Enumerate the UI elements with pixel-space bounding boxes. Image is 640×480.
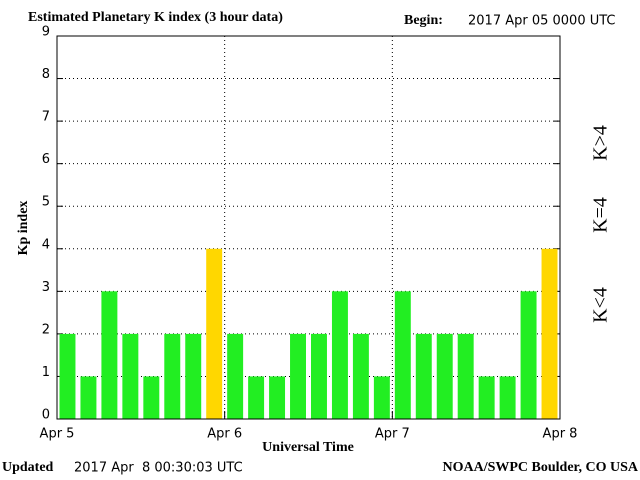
y-tick-label: 6 <box>42 152 50 167</box>
updated-label: Updated <box>2 460 54 475</box>
x-tick-label: Apr 7 <box>375 427 410 442</box>
y-tick-label: 0 <box>42 408 50 423</box>
updated-date: 2017 Apr 8 00:30:03 UTC <box>74 461 243 476</box>
bar <box>457 333 474 419</box>
x-tick-label: Apr 8 <box>543 427 578 442</box>
legend-entry: K>4 <box>590 125 612 161</box>
bar <box>143 376 160 419</box>
bar <box>394 291 411 419</box>
y-tick-label: 4 <box>42 237 50 252</box>
y-axis-label: Kp index <box>16 201 31 256</box>
y-tick-label: 3 <box>42 280 50 295</box>
bar <box>185 333 202 419</box>
bar <box>311 333 327 419</box>
bar <box>290 333 306 419</box>
x-tick-label: Apr 5 <box>40 427 75 442</box>
x-axis-label: Universal Time <box>262 440 354 455</box>
legend-entry: K=4 <box>590 197 612 233</box>
begin-date: 2017 Apr 05 0000 UTC <box>468 14 616 29</box>
bar <box>520 291 537 419</box>
bar <box>352 333 369 419</box>
bar <box>206 248 223 419</box>
chart-title: Estimated Planetary K index (3 hour data… <box>28 10 283 25</box>
bar <box>80 376 97 419</box>
bar <box>541 248 558 419</box>
bar <box>499 376 516 419</box>
y-tick-label: 7 <box>42 110 50 125</box>
y-tick-label: 2 <box>42 322 50 337</box>
x-tick-label: Apr 6 <box>207 427 242 442</box>
credit: NOAA/SWPC Boulder, CO USA <box>442 460 638 475</box>
bar <box>101 291 118 419</box>
y-tick-label: 5 <box>42 195 50 210</box>
bar <box>373 376 390 419</box>
bar <box>248 376 265 419</box>
bar <box>436 333 453 419</box>
bar <box>331 291 348 419</box>
bar <box>415 333 432 419</box>
bar <box>478 376 495 419</box>
bar <box>122 333 139 419</box>
bar <box>59 333 76 419</box>
plot-frame <box>56 35 561 420</box>
legend-entry: K<4 <box>590 287 612 323</box>
begin-label: Begin: <box>404 13 443 28</box>
bar <box>269 376 286 419</box>
bar <box>164 333 181 419</box>
y-tick-label: 1 <box>42 365 50 380</box>
y-tick-label: 8 <box>42 67 50 82</box>
y-tick-label: 9 <box>42 25 50 40</box>
bar <box>227 333 244 419</box>
